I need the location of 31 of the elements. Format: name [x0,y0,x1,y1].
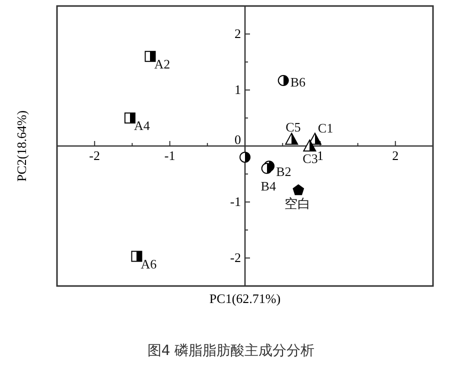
series-label: B2 [276,164,292,180]
point [278,74,289,86]
y-tick-label: 1 [234,82,241,97]
x-tick-label: -1 [164,148,176,163]
point [240,152,250,163]
series-label: B6 [290,74,306,90]
x-tick-label: 2 [392,148,399,163]
series-label: 空白 [284,196,310,212]
x-tick-label: -2 [89,148,100,163]
point [124,112,136,124]
series-label: A4 [134,118,150,133]
text: 图4 磷脂脂肪酸主成分分析 [147,343,315,359]
point [303,140,316,152]
series-label: C1 [318,120,334,136]
series-label: C3 [302,151,318,166]
series-label: B4 [260,178,276,194]
y-tick-label: -2 [230,250,241,265]
point [131,250,142,262]
y-tick-label: 2 [234,26,241,41]
point [261,162,272,174]
x-tick-label: 1 [316,148,324,163]
point [144,50,156,62]
x-axis-title: PC1(62.71%) [209,291,281,306]
series-label: A6 [140,256,158,272]
series-label: C5 [286,119,301,134]
point [285,132,298,145]
point [292,184,304,196]
y-tick-label: 0 [234,132,241,147]
y-axis-title: PC2(18.64%) [14,110,29,182]
y-tick-label: -1 [230,194,241,209]
series-label: A2 [154,56,170,72]
